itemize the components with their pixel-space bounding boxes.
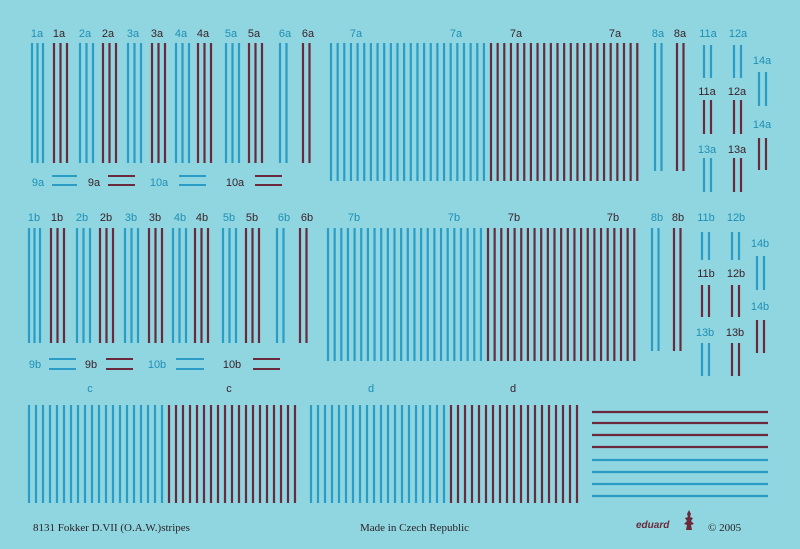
label-7b-blue-left: 7b <box>347 212 361 224</box>
label-3b-blue: 3b <box>124 212 138 224</box>
label-14a-blue-top: 14a <box>752 55 772 67</box>
label-5a-blue: 5a <box>224 28 238 40</box>
label-1a-blue: 1a <box>30 28 44 40</box>
label-10a-maroon: 10a <box>225 177 245 189</box>
label-c-maroon: c <box>226 383 232 395</box>
label-6b-blue: 6b <box>277 212 291 224</box>
label-7a-blue-left: 7a <box>349 28 363 40</box>
made-in-text: Made in Czech Republic <box>360 522 470 534</box>
label-8b-maroon: 8b <box>671 212 685 224</box>
label-c-blue: c <box>87 383 93 395</box>
label-3b-maroon: 3b <box>148 212 162 224</box>
label-3a-blue: 3a <box>126 28 140 40</box>
label-13a-blue: 13a <box>697 144 717 156</box>
label-10a-blue: 10a <box>149 177 169 189</box>
label-d-maroon: d <box>509 383 517 395</box>
label-3a-maroon: 3a <box>150 28 164 40</box>
label-4b-blue: 4b <box>173 212 187 224</box>
eduard-logo-mark <box>684 510 694 530</box>
label-5b-blue: 5b <box>222 212 236 224</box>
label-4b-maroon: 4b <box>195 212 209 224</box>
label-13a-maroon: 13a <box>727 144 747 156</box>
label-7a-maroon-left: 7a <box>509 28 523 40</box>
label-5b-maroon: 5b <box>245 212 259 224</box>
label-2a-blue: 2a <box>78 28 92 40</box>
label-7b-maroon-left: 7b <box>507 212 521 224</box>
label-2b-blue: 2b <box>75 212 89 224</box>
label-7a-maroon-right: 7a <box>608 28 622 40</box>
eduard-logo: eduard <box>636 520 670 531</box>
label-5a-maroon: 5a <box>247 28 261 40</box>
label-6b-maroon: 6b <box>300 212 314 224</box>
label-6a-maroon: 6a <box>301 28 315 40</box>
label-8a-blue: 8a <box>651 28 665 40</box>
label-12b-maroon: 12b <box>726 268 746 280</box>
label-14a-blue-bottom: 14a <box>752 119 772 131</box>
label-8a-maroon: 8a <box>673 28 687 40</box>
label-2b-maroon: 2b <box>99 212 113 224</box>
label-1b-maroon: 1b <box>50 212 64 224</box>
label-11a-blue: 11a <box>699 28 717 40</box>
copyright-text: © 2005 <box>708 522 742 534</box>
label-12a-blue: 12a <box>728 28 748 40</box>
label-10b-maroon: 10b <box>222 359 242 371</box>
label-7a-blue-right: 7a <box>449 28 463 40</box>
label-7b-maroon-right: 7b <box>606 212 620 224</box>
label-10b-blue: 10b <box>147 359 167 371</box>
label-4a-maroon: 4a <box>196 28 210 40</box>
label-13b-blue: 13b <box>695 327 715 339</box>
label-1b-blue: 1b <box>27 212 41 224</box>
label-d-blue: d <box>367 383 375 395</box>
label-7b-blue-right: 7b <box>447 212 461 224</box>
label-13b-maroon: 13b <box>725 327 745 339</box>
label-9b-maroon: 9b <box>84 359 98 371</box>
label-14b-blue-top: 14b <box>750 238 770 250</box>
label-12b-blue: 12b <box>726 212 746 224</box>
label-8b-blue: 8b <box>650 212 664 224</box>
label-9b-blue: 9b <box>28 359 42 371</box>
label-11a-maroon: 11a <box>698 86 716 98</box>
label-6a-blue: 6a <box>278 28 292 40</box>
label-2a-maroon: 2a <box>101 28 115 40</box>
label-14b-blue-bottom: 14b <box>750 301 770 313</box>
label-12a-maroon: 12a <box>727 86 747 98</box>
label-9a-blue: 9a <box>31 177 45 189</box>
label-11b-maroon: 11b <box>697 268 715 280</box>
label-9a-maroon: 9a <box>87 177 101 189</box>
label-1a-maroon: 1a <box>52 28 66 40</box>
label-11b-blue: 11b <box>697 212 715 224</box>
sheet-title: 8131 Fokker D.VII (O.A.W.)stripes <box>33 522 190 534</box>
label-4a-blue: 4a <box>174 28 188 40</box>
